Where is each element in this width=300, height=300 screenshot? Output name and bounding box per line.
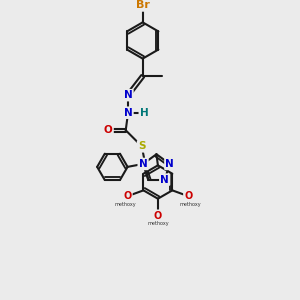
Text: O: O bbox=[123, 191, 131, 201]
Text: N: N bbox=[165, 159, 174, 169]
Text: N: N bbox=[124, 90, 132, 100]
Text: O: O bbox=[154, 211, 162, 221]
Text: methoxy: methoxy bbox=[180, 202, 202, 208]
Text: S: S bbox=[138, 141, 146, 152]
Text: Br: Br bbox=[136, 0, 150, 11]
Text: O: O bbox=[104, 125, 112, 135]
Text: N: N bbox=[160, 175, 169, 184]
Text: H: H bbox=[140, 108, 148, 118]
Text: N: N bbox=[124, 108, 132, 118]
Text: methoxy: methoxy bbox=[114, 202, 136, 208]
Text: N: N bbox=[139, 159, 148, 169]
Text: methoxy: methoxy bbox=[147, 221, 169, 226]
Text: O: O bbox=[184, 191, 193, 201]
